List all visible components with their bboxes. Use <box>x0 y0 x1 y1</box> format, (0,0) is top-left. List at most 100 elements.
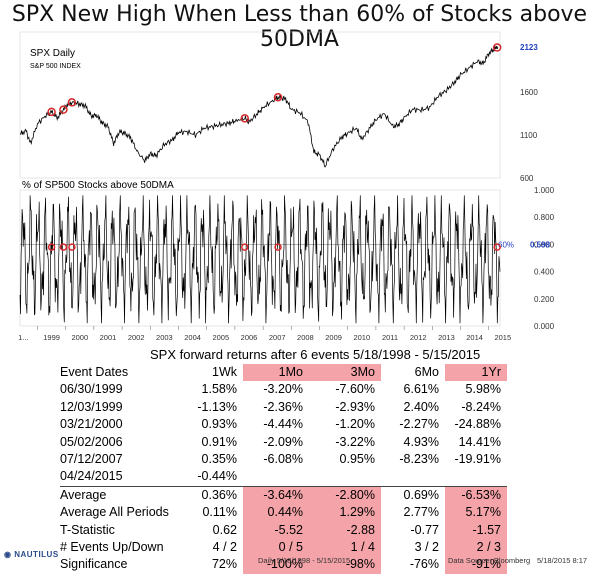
reference-label: 60% <box>498 240 514 249</box>
returns-table: Event Dates 1Wk 1Mo 3Mo 6Mo 1Yr 06/30/1999 1.58… <box>60 364 507 574</box>
table-cell: -2.36% <box>263 399 303 414</box>
table-cell: -1.13% <box>197 399 237 414</box>
row-label: 06/30/1999 <box>60 382 123 397</box>
x-axis-tick: 1... <box>18 333 28 342</box>
table-cell: 0.36% <box>183 485 243 505</box>
table-cell: 1 / 4 <box>309 539 381 557</box>
breadth-event-marker <box>274 243 282 251</box>
breadth-event-marker <box>68 243 76 251</box>
table-cell: 72% <box>211 557 237 572</box>
row-label: 04/24/2015 <box>60 469 123 484</box>
table-cell: -4.44% <box>263 417 303 432</box>
table-cell: 0.69% <box>381 485 445 505</box>
row-label: 07/12/2007 <box>60 452 123 467</box>
table-cell: -5.52 <box>243 521 309 540</box>
table-cell <box>309 468 381 486</box>
table-cell: 1.58% <box>201 382 237 397</box>
breadth-event-marker <box>47 243 56 251</box>
table-cell: -76% <box>409 557 439 572</box>
footer-date: 5/18/2015 8:17 <box>537 556 588 565</box>
breadth-y-tick: 1.000 <box>534 186 555 195</box>
table-cell: 1Wk <box>212 365 237 379</box>
table-cell: -8.23% <box>399 452 439 467</box>
table-cell: 14.41% <box>458 434 501 449</box>
x-axis-tick: 2014 <box>466 333 483 342</box>
table-row: 04/24/2015 -0.44% <box>60 468 507 486</box>
table-cell: -98% <box>309 556 381 574</box>
table-row: Event Dates 1Wk 1Mo 3Mo 6Mo 1Yr <box>60 364 507 382</box>
table-cell: -2.09% <box>263 434 303 449</box>
breadth-series-line <box>19 195 501 324</box>
table-cell <box>381 468 445 486</box>
table-cell: 2.40% <box>403 399 439 414</box>
table-row: 05/02/2006 0.91% -2.09% -3.22% 4.93% 14.41% <box>60 434 507 451</box>
spx-event-marker <box>59 105 68 114</box>
table-row: 03/21/2000 0.93% -4.44% -1.20% -2.27% -24.88% <box>60 416 507 433</box>
table-cell: 5.17% <box>445 504 507 522</box>
charts-area: SPX Daily S&P 500 INDEX 2123 1600 1100 600 % o… <box>18 31 555 342</box>
table-cell <box>445 468 507 486</box>
logo-text: NAUTILUS <box>14 550 59 559</box>
footer-range: Daily 5/18/1998 - 5/15/2015 <box>258 556 351 565</box>
breadth-y-tick: 0.600 <box>534 240 555 249</box>
row-label: Significance <box>60 557 128 572</box>
row-label: Average All Periods <box>60 505 169 520</box>
spx-event-marker <box>273 93 283 102</box>
table-cell <box>243 468 309 486</box>
breadth-event-marker <box>59 243 68 251</box>
table-cell: 4.93% <box>403 434 439 449</box>
table-cell: -6.08% <box>263 452 303 467</box>
row-label: 05/02/2006 <box>60 434 123 449</box>
table-cell: -0.44% <box>197 469 237 484</box>
x-axis-tick: 2004 <box>184 333 201 342</box>
table-cell: -91% <box>445 556 507 574</box>
table-cell: 0.44% <box>243 504 309 522</box>
table-cell: 0.11% <box>202 505 237 520</box>
table-cell: 0.95% <box>339 452 375 467</box>
table-cell: -1.20% <box>335 417 375 432</box>
row-label: 12/03/1999 <box>60 399 123 414</box>
table-cell: 0 / 5 <box>243 539 309 557</box>
x-axis-tick: 2012 <box>410 333 427 342</box>
x-axis-tick: 2005 <box>212 333 229 342</box>
table-cell: -1.57 <box>445 521 507 540</box>
table-cell: 4 / 2 <box>212 540 237 555</box>
x-axis-tick: 2011 <box>382 333 398 342</box>
table-cell: -19.91% <box>454 452 501 467</box>
x-axis-tick: 2006 <box>241 333 258 342</box>
row-label: # Events Up/Down <box>60 540 164 555</box>
page-title: SPX New High When Less than 60% of Stock… <box>11 2 588 52</box>
spx-y-tick: 1600 <box>520 88 538 97</box>
x-axis-tick: 2008 <box>297 333 314 342</box>
table-cell: 0.91% <box>201 434 237 449</box>
x-axis-tick: 2003 <box>156 333 173 342</box>
breadth-y-tick: 0.400 <box>534 268 555 277</box>
table-cell: -2.93% <box>335 399 375 414</box>
table-cell: 3 / 2 <box>414 540 439 555</box>
spx-label: SPX Daily <box>30 48 75 59</box>
table-cell: -100% <box>243 556 309 574</box>
x-axis-tick: 2007 <box>269 333 286 342</box>
table-row: T-Statistic 0.62 -5.52 -2.88 -0.77 -1.57 <box>60 521 507 540</box>
table-cell: 1Yr <box>445 364 507 382</box>
spx-event-marker <box>240 114 250 123</box>
spx-y-tick: 600 <box>520 174 534 183</box>
table-cell: -3.20% <box>263 382 303 397</box>
table-cell: 1Mo <box>243 364 309 382</box>
x-axis-tick: 2015 <box>494 333 511 342</box>
x-axis-tick: 2013 <box>438 333 455 342</box>
table-cell: 2.77% <box>403 505 439 520</box>
table-cell: 6Mo <box>414 365 439 379</box>
table-cell: -24.88% <box>454 417 501 432</box>
table-row: 12/03/1999 -1.13% -2.36% -2.93% 2.40% -8.24% <box>60 399 507 416</box>
row-label: 03/21/2000 <box>60 417 123 432</box>
spx-event-marker <box>67 98 77 107</box>
breadth-y-tick: 0.200 <box>534 295 555 304</box>
table-cell: 5.98% <box>465 382 501 397</box>
table-row: Average 0.36% -3.64% -2.80% 0.69% -6.53% <box>60 485 507 505</box>
table-cell: 3Mo <box>309 364 381 382</box>
spx-event-marker <box>47 107 56 117</box>
table-title: SPX forward returns after 6 events 5/18/… <box>150 347 481 362</box>
x-axis-tick: 1999 <box>43 333 60 342</box>
table-cell: -0.77 <box>410 522 440 537</box>
